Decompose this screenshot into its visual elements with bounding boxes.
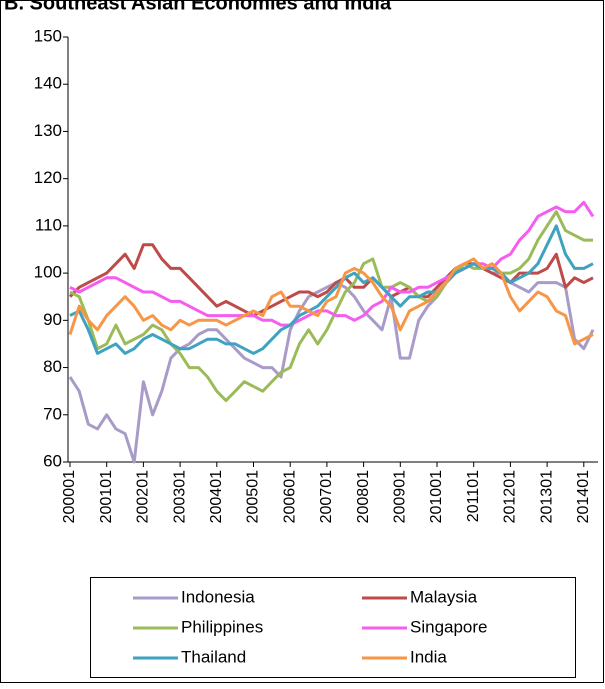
y-tick-label: 100 (34, 263, 62, 282)
y-tick-label: 140 (34, 74, 62, 93)
y-tick-label: 110 (35, 215, 62, 234)
series-line (69, 210, 593, 403)
x-tick-label: 200601 (281, 470, 298, 523)
series-line (68, 257, 594, 346)
legend-label: India (410, 647, 447, 666)
legend-label: Indonesia (181, 587, 255, 606)
y-tick-label: 80 (43, 357, 62, 376)
legend-box (90, 577, 576, 678)
x-tick-label: 200001 (61, 470, 78, 523)
legend-label: Malaysia (410, 587, 478, 606)
y-tick-label: 130 (34, 121, 62, 140)
series-line (69, 200, 595, 327)
chart-title: B. Southeast Asian Economies and India (4, 0, 392, 14)
legend-label: Singapore (410, 617, 488, 636)
y-tick-label: 90 (43, 310, 62, 329)
legend-label: Philippines (181, 617, 263, 636)
x-tick-label: 200401 (208, 470, 225, 523)
series-line (68, 243, 594, 318)
y-tick-label: 150 (34, 26, 62, 45)
x-tick-label: 201401 (575, 470, 592, 523)
x-tick-label: 201201 (502, 470, 519, 523)
series-line (69, 224, 594, 355)
y-tick-label: 60 (43, 451, 62, 470)
x-tick-label: 200501 (245, 470, 262, 523)
x-tick-label: 201101 (465, 470, 482, 522)
x-tick-label: 200301 (171, 470, 188, 523)
x-tick-label: 201301 (538, 470, 555, 523)
x-tick-label: 200801 (355, 470, 372, 523)
x-tick-label: 201001 (428, 470, 445, 523)
x-tick-label: 200201 (135, 470, 152, 523)
x-tick-label: 200701 (318, 470, 335, 523)
legend-label: Thailand (181, 647, 246, 666)
y-tick-label: 120 (34, 168, 62, 187)
y-tick-label: 70 (43, 404, 62, 423)
x-tick-label: 200901 (392, 470, 409, 523)
x-tick-label: 200101 (98, 470, 115, 523)
